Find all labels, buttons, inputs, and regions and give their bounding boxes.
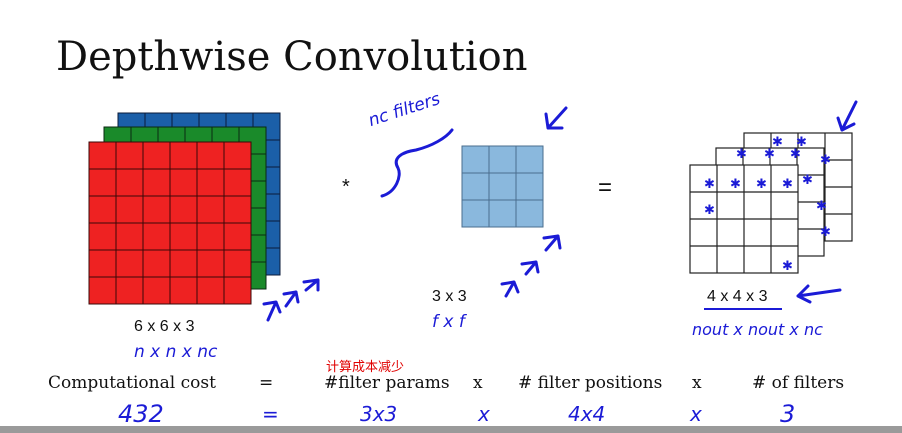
- output-cell-mark: ✱: [736, 147, 747, 162]
- brace-stroke: [380, 128, 454, 198]
- filter-background: [461, 145, 544, 228]
- output-size-label: 4 x 4 x 3: [707, 288, 768, 305]
- filter-params-term: #filter params: [324, 373, 450, 393]
- total-cost-value: 432: [118, 400, 164, 428]
- input-arrow-1: [262, 300, 282, 322]
- output-cell-mark: ✱: [782, 177, 793, 192]
- overlay-caption: 计算成本减少: [326, 359, 405, 374]
- filters-value: 3: [780, 400, 796, 428]
- filter-arrow-2: [520, 260, 540, 276]
- output-volume: ✱ ✱ ✱ ✱✱✱✱ ✱ ✱✱✱✱✱ ✱✱: [689, 132, 853, 274]
- output-cell-mark: ✱: [816, 199, 827, 214]
- output-cell-mark: ✱: [796, 135, 807, 150]
- output-cell-mark: ✱: [764, 147, 775, 162]
- handwritten-times-1: x: [478, 402, 490, 426]
- filter-dims-annotation: f x f: [432, 312, 465, 332]
- slide-title: Depthwise Convolution: [56, 34, 528, 80]
- output-label-arrow: [796, 284, 842, 304]
- input-arrow-3: [302, 278, 320, 292]
- video-progress-bar[interactable]: [0, 426, 902, 433]
- output-channel-3: [689, 164, 799, 274]
- convolution-operator: *: [342, 176, 350, 198]
- output-cell-mark: ✱: [802, 173, 813, 188]
- num-filters-term: # of filters: [752, 373, 845, 393]
- input-volume: [88, 112, 281, 305]
- filter-grid: [461, 145, 544, 228]
- cost-equals: =: [259, 373, 274, 393]
- output-cell-mark: ✱: [772, 135, 783, 150]
- equals-operator: =: [598, 174, 613, 201]
- output-cell-mark: ✱: [820, 225, 831, 240]
- cost-times-1: x: [473, 373, 483, 393]
- handwritten-equals: =: [262, 402, 279, 426]
- output-label-underline: [704, 308, 782, 310]
- filter-top-arrow: [544, 106, 568, 130]
- output-dims-annotation: nout x nout x nc: [692, 320, 823, 339]
- input-arrow-2: [282, 290, 300, 308]
- filter-size-label: 3 x 3: [432, 288, 467, 305]
- output-cell-mark: ✱: [790, 147, 801, 162]
- output-cell-mark: ✱: [820, 153, 831, 168]
- cost-times-2: x: [692, 373, 702, 393]
- output-cell-mark: ✱: [730, 177, 741, 192]
- ink-strokes: [262, 100, 858, 322]
- filter-arrow-1: [500, 280, 520, 298]
- input-size-label: 6 x 6 x 3: [134, 318, 195, 335]
- output-cell-mark: ✱: [704, 177, 715, 192]
- output-cell-mark: ✱: [704, 203, 715, 218]
- positions-value: 4x4: [568, 402, 606, 426]
- params-value: 3x3: [360, 402, 398, 426]
- output-cell-mark: ✱: [782, 259, 793, 274]
- input-red-channel: [88, 141, 252, 305]
- output-top-arrow: [836, 100, 858, 132]
- output-cell-mark: ✱: [756, 177, 767, 192]
- cost-label: Computational cost: [48, 373, 216, 393]
- filter-positions-term: # filter positions: [518, 373, 663, 393]
- input-dims-annotation: n x n x nc: [134, 342, 218, 362]
- handwritten-times-2: x: [690, 402, 702, 426]
- filter-arrow-3: [542, 234, 562, 252]
